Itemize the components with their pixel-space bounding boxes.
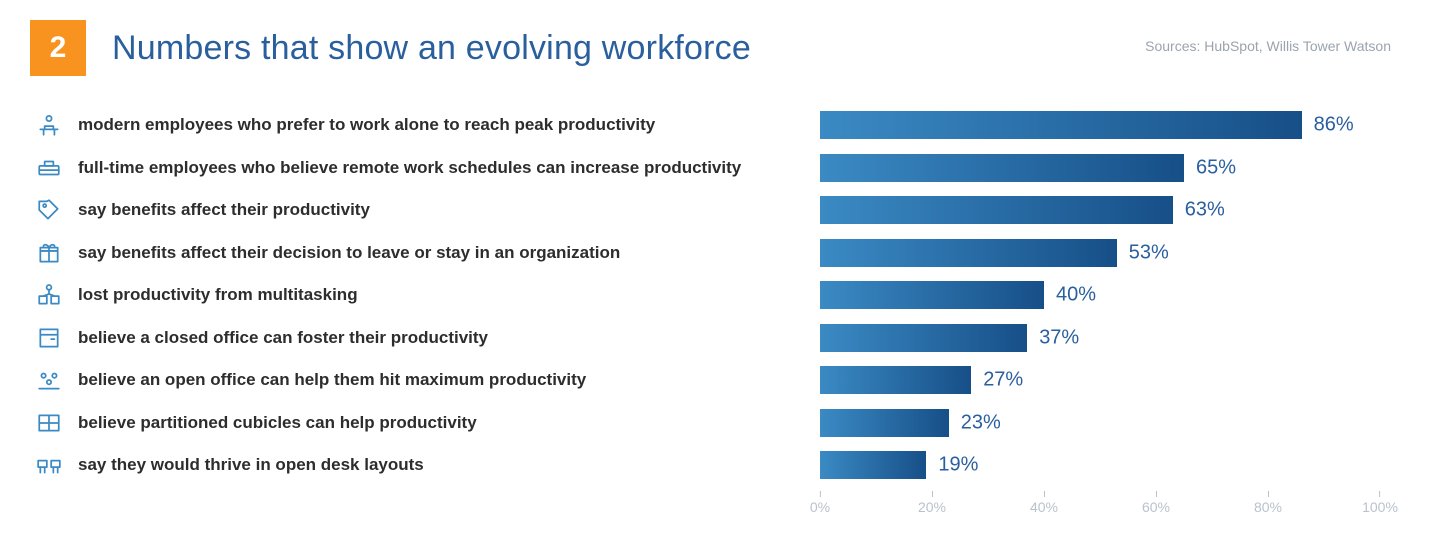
chart-bar-value: 86% — [1314, 114, 1354, 137]
chart-label-row: say benefits affect their decision to le… — [34, 232, 820, 275]
x-axis-tick-label: 60% — [1142, 499, 1170, 515]
x-axis-tick-mark — [1044, 491, 1045, 497]
chart-bar-row: 27% — [820, 359, 1380, 402]
chart-bar: 37% — [820, 324, 1027, 352]
x-axis-tick: 60% — [1142, 491, 1170, 515]
chart-row-label: modern employees who prefer to work alon… — [78, 115, 655, 135]
x-axis-tick-mark — [932, 491, 933, 497]
x-axis-tick: 0% — [810, 491, 830, 515]
chart-bar-value: 53% — [1129, 241, 1169, 264]
chart-bar-value: 63% — [1185, 199, 1225, 222]
x-axis: 0%20%40%60%80%100% — [820, 491, 1380, 521]
chart-bar: 53% — [820, 239, 1117, 267]
chart-bar-value: 40% — [1056, 284, 1096, 307]
chart-bar: 86% — [820, 111, 1302, 139]
chart-row-label: say they would thrive in open desk layou… — [78, 455, 424, 475]
chart-row-label: believe an open office can help them hit… — [78, 370, 586, 390]
chart-bar-value: 19% — [938, 454, 978, 477]
chart-bar-row: 53% — [820, 232, 1380, 275]
x-axis-tick-label: 80% — [1254, 499, 1282, 515]
chart-row-label: lost productivity from multitasking — [78, 285, 358, 305]
chart-title: Numbers that show an evolving workforce — [112, 29, 751, 68]
multitask-icon — [34, 280, 64, 310]
laptop-bed-icon — [34, 153, 64, 183]
chart-label-row: believe an open office can help them hit… — [34, 359, 820, 402]
x-axis-tick-mark — [1156, 491, 1157, 497]
chart-bar-value: 27% — [983, 369, 1023, 392]
cubicle-icon — [34, 408, 64, 438]
chart-bars-column: 86%65%63%53%40%37%27%23%19% 0%20%40%60%8… — [820, 104, 1401, 521]
chart-label-row: modern employees who prefer to work alon… — [34, 104, 820, 147]
chart-bar-row: 40% — [820, 274, 1380, 317]
chart-bar-row: 23% — [820, 402, 1380, 445]
x-axis-tick-label: 0% — [810, 499, 830, 515]
chart-label-row: say they would thrive in open desk layou… — [34, 444, 820, 487]
chart-bar-row: 63% — [820, 189, 1380, 232]
x-axis-tick-mark — [819, 491, 820, 497]
gift-icon — [34, 238, 64, 268]
closed-office-icon — [34, 323, 64, 353]
chart-row-label: believe partitioned cubicles can help pr… — [78, 413, 477, 433]
chart-bar-row: 86% — [820, 104, 1380, 147]
x-axis-tick: 20% — [918, 491, 946, 515]
chart-bar-value: 37% — [1039, 326, 1079, 349]
x-axis-tick: 100% — [1362, 491, 1398, 515]
chart-bar: 40% — [820, 281, 1044, 309]
chart-bar-value: 23% — [961, 411, 1001, 434]
sources-label: Sources: HubSpot, Willis Tower Watson — [1145, 38, 1391, 54]
chart-bar: 23% — [820, 409, 949, 437]
section-number-badge: 2 — [30, 20, 86, 76]
chart-bar: 65% — [820, 154, 1184, 182]
chart-bar-row: 19% — [820, 444, 1380, 487]
x-axis-tick-label: 20% — [918, 499, 946, 515]
chart-bar: 27% — [820, 366, 971, 394]
person-desk-icon — [34, 110, 64, 140]
chart-bar-row: 37% — [820, 317, 1380, 360]
open-desk-icon — [34, 450, 64, 480]
chart-plot-area: 86%65%63%53%40%37%27%23%19% — [820, 104, 1380, 487]
x-axis-tick-mark — [1268, 491, 1269, 497]
header: 2 Numbers that show an evolving workforc… — [30, 20, 1401, 76]
x-axis-tick: 40% — [1030, 491, 1058, 515]
x-axis-tick: 80% — [1254, 491, 1282, 515]
chart-label-row: full-time employees who believe remote w… — [34, 147, 820, 190]
chart-row-label: believe a closed office can foster their… — [78, 328, 488, 348]
open-office-icon — [34, 365, 64, 395]
chart-label-row: say benefits affect their productivity — [34, 189, 820, 232]
chart-row-label: say benefits affect their decision to le… — [78, 243, 620, 263]
chart-bar: 63% — [820, 196, 1173, 224]
x-axis-tick-label: 40% — [1030, 499, 1058, 515]
chart-label-row: believe a closed office can foster their… — [34, 317, 820, 360]
chart-label-row: believe partitioned cubicles can help pr… — [34, 402, 820, 445]
x-axis-tick-mark — [1380, 491, 1381, 497]
x-axis-tick-label: 100% — [1362, 499, 1398, 515]
chart-row-label: say benefits affect their productivity — [78, 200, 370, 220]
chart-labels-column: modern employees who prefer to work alon… — [30, 104, 820, 521]
benefits-tag-icon — [34, 195, 64, 225]
chart-label-row: lost productivity from multitasking — [34, 274, 820, 317]
chart-bar-row: 65% — [820, 147, 1380, 190]
chart-bar-value: 65% — [1196, 156, 1236, 179]
chart-bar: 19% — [820, 451, 926, 479]
chart-row-label: full-time employees who believe remote w… — [78, 158, 741, 178]
horizontal-bar-chart: modern employees who prefer to work alon… — [30, 104, 1401, 521]
